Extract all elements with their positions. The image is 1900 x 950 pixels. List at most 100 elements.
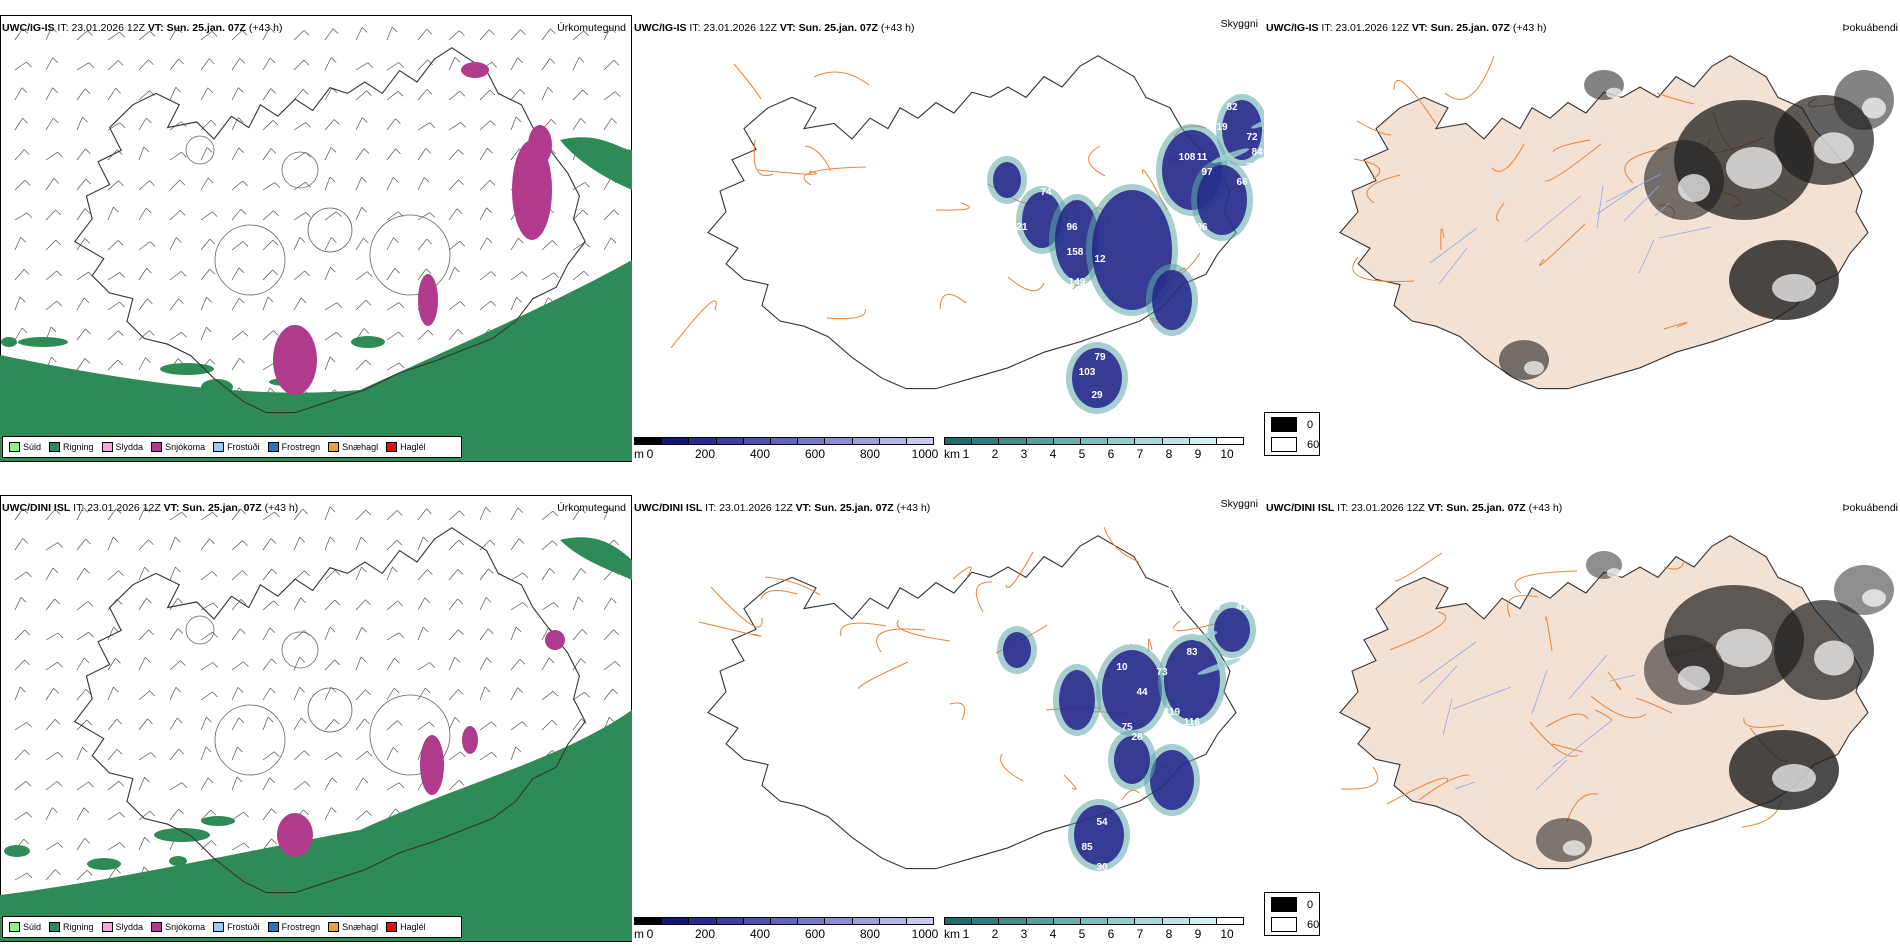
legend-swatch (49, 922, 61, 932)
legend-label: Snjókoma (165, 922, 206, 932)
ceiling-value: 75 (1121, 722, 1133, 733)
visibility-tick: 9 (1194, 447, 1202, 461)
map-canvas (0, 15, 632, 462)
fog-panel-1: UWC/IG-IS IT: 23.01.2026 12Z VT: Sun. 25… (1264, 0, 1900, 470)
legend-item: Slydda (101, 442, 143, 452)
fog-title: Þokuábendi (1842, 502, 1898, 514)
ceiling-tick: 600 (804, 447, 826, 461)
ceiling-tick: 400 (749, 927, 771, 941)
legend-label: Frostregn (281, 442, 321, 452)
legend-label: Frostregn (281, 922, 321, 932)
ceiling-value: 17 (1211, 562, 1223, 573)
legend-item: Slydda (101, 922, 143, 932)
cloud-title: Skyggni (1220, 18, 1258, 30)
visibility-ticks: 1 2 3 4 5 6 7 8 9 10 (942, 447, 1262, 461)
ceiling-unit: m (634, 927, 644, 941)
fog-legend-label: 60 (1307, 918, 1320, 931)
vt-label: VT: (147, 22, 164, 34)
legend-swatch (151, 442, 163, 452)
visibility-colorbar (944, 917, 1244, 925)
legend-label: Snjókoma (165, 442, 206, 452)
legend-item: Frostregn (267, 922, 321, 932)
cloud-panel-2: UWC/DINI ISL IT: 23.01.2026 12Z VT: Sun.… (632, 480, 1264, 950)
map-canvas (1339, 535, 1894, 870)
legend-label: Haglél (400, 442, 426, 452)
map-canvas (0, 495, 632, 942)
ceiling-tick: 800 (859, 927, 881, 941)
visibility-tick: 8 (1165, 447, 1173, 461)
legend-item: Snjókoma (151, 442, 205, 452)
panel-header: UWC/IG-IS IT: 23.01.2026 12Z VT: Sun. 25… (634, 22, 914, 34)
it-value: 23.01.2026 12Z (1335, 22, 1409, 34)
fog-legend: 0 60 (1264, 892, 1320, 936)
ceiling-ticks: 0 200 400 600 800 1000 (632, 927, 952, 941)
ceiling-value: 85 (1081, 842, 1093, 853)
it-value: 23.01.2026 12Z (1351, 502, 1425, 514)
fog-legend-label: 60 (1307, 438, 1320, 451)
fog-index-area (1499, 70, 1894, 380)
ceiling-value: 97 (1201, 167, 1213, 178)
ceiling-tick: 0 (646, 447, 654, 461)
vt-value: Sun. 25.jan. 07Z (1430, 22, 1510, 34)
map-canvas (1339, 55, 1894, 390)
visibility-tick: 5 (1078, 927, 1086, 941)
coastline (1339, 535, 1869, 870)
legend-swatch (386, 442, 398, 452)
legend-swatch (151, 922, 163, 932)
ceiling-value: 73 (1216, 82, 1228, 93)
legend-swatch (267, 922, 279, 932)
visibility-tick: 10 (1220, 927, 1234, 941)
lead-time: (+43 h) (248, 22, 283, 34)
lead-time: (+43 h) (896, 502, 931, 514)
ceiling-value: 102 (1122, 142, 1139, 153)
ceiling-value: 108 (1179, 152, 1196, 163)
visibility-tick: 7 (1136, 447, 1144, 461)
legend-swatch (328, 922, 340, 932)
ceiling-value: 82 (1226, 102, 1238, 113)
coastline (1339, 55, 1869, 390)
legend-item: Frostúði (213, 922, 260, 932)
visibility-tick: 4 (1049, 927, 1057, 941)
ceiling-value: 102 (1184, 60, 1201, 71)
legend-swatch (101, 442, 113, 452)
visibility-unit: km (944, 447, 960, 461)
legend-label: Rigning (63, 922, 94, 932)
model-name: UWC/DINI ISL (1266, 502, 1335, 514)
cloud-ceiling-area (997, 602, 1256, 871)
ceiling-value: 29 (1091, 390, 1103, 401)
model-name: UWC/DINI ISL (634, 502, 703, 514)
ceiling-value: 28 (1166, 87, 1178, 98)
legend-item: Snjókoma (151, 922, 205, 932)
legend-swatch (213, 922, 225, 932)
legend-label: Súld (23, 442, 42, 452)
ceiling-value: 12 (1094, 254, 1106, 265)
legend-item: Súld (9, 442, 41, 452)
visibility-tick: 8 (1165, 927, 1173, 941)
fog-legend-label: 0 (1307, 418, 1314, 431)
ceiling-value: 109 (1204, 602, 1221, 613)
cloud-title: Skyggni (1220, 498, 1258, 510)
legend-item: Súld (9, 922, 41, 932)
it-value: 23.01.2026 12Z (703, 22, 777, 34)
lead-time: (+43 h) (1528, 502, 1563, 514)
visibility-tick: 4 (1049, 447, 1057, 461)
vt-label: VT: (163, 502, 180, 514)
precip-panel-1: UWC/IG-IS IT: 23.01.2026 12Z VT: Sun. 25… (0, 0, 632, 470)
vt-label: VT: (779, 22, 796, 34)
ceiling-tick: 0 (646, 927, 654, 941)
ceiling-tick: 200 (694, 927, 716, 941)
ceiling-value: 84 (1251, 147, 1263, 158)
visibility-tick: 5 (1078, 447, 1086, 461)
visibility-tick: 6 (1107, 447, 1115, 461)
vt-value: Sun. 25.jan. 07Z (798, 22, 878, 34)
model-name: UWC/IG-IS (2, 22, 55, 34)
ceiling-tick: 200 (694, 447, 716, 461)
lead-time: (+43 h) (880, 22, 915, 34)
ceiling-value: 83 (1186, 647, 1198, 658)
ceiling-value: 54 (1096, 817, 1108, 828)
ceiling-value: 15 (1231, 542, 1243, 553)
visibility-tick: 6 (1107, 927, 1115, 941)
fog-legend: 0 60 (1264, 412, 1320, 456)
ceiling-value: 66 (1236, 177, 1248, 188)
panel-header: UWC/DINI ISL IT: 23.01.2026 12Z VT: Sun.… (634, 502, 930, 514)
